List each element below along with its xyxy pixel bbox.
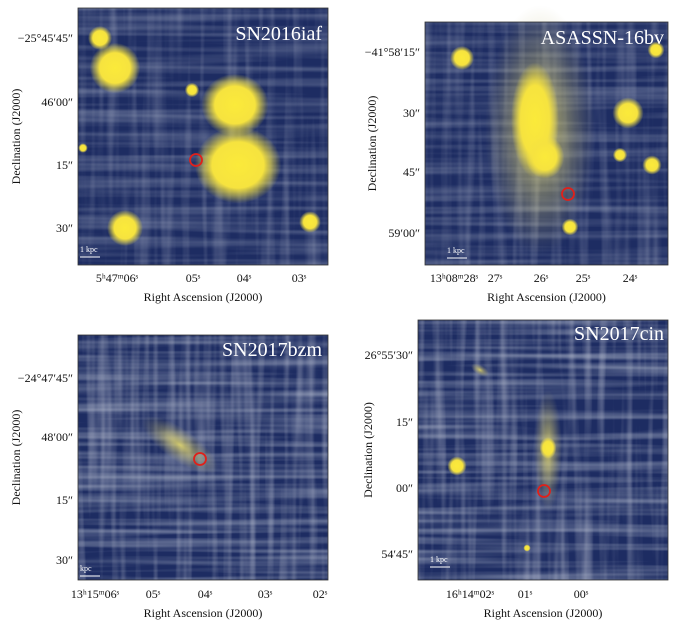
source (88, 26, 112, 50)
source (612, 97, 644, 129)
source (647, 41, 665, 59)
y-tick-label: 45″ (403, 165, 420, 179)
y-tick-label: 59′00″ (388, 226, 420, 240)
x-tick-label: 05ˢ (186, 271, 201, 285)
y-tick-label: −41°58′15″ (365, 45, 420, 59)
sn-marker (193, 452, 207, 466)
galaxy-glow (142, 416, 218, 474)
source (523, 544, 531, 552)
x-tick-label: 02ˢ (313, 587, 328, 601)
y-tick-label: 26°55′30″ (365, 348, 413, 362)
source (89, 42, 141, 94)
y-tick-label: 54′45″ (381, 547, 413, 561)
x-tick-label: 04ˢ (237, 271, 252, 285)
y-tick-label: 00″ (396, 481, 413, 495)
source (561, 218, 579, 236)
source (184, 82, 200, 98)
x-axis-label: Right Ascension (J2000) (144, 290, 263, 304)
source (78, 143, 88, 153)
y-tick-label: 30″ (403, 106, 420, 120)
scale-label: 1 kpc (447, 246, 465, 255)
y-tick-label: 30″ (56, 553, 73, 567)
source (612, 147, 628, 163)
y-axis-label: Declination (J2000) (9, 89, 23, 185)
image-frame (417, 319, 669, 581)
panel-title: ASASSN-16bv (541, 27, 664, 49)
x-tick-label: 13ʰ15ᵐ06ˢ (71, 587, 120, 601)
sn-marker (561, 187, 575, 201)
source (107, 210, 143, 246)
panel-title: SN2017cin (574, 323, 664, 345)
x-tick-label: 27ˢ (488, 271, 503, 285)
x-tick-label: 03ˢ (258, 587, 273, 601)
source (299, 211, 321, 233)
source (447, 456, 467, 476)
y-tick-label: 48′00″ (41, 430, 73, 444)
x-axis-label: Right Ascension (J2000) (144, 606, 263, 620)
source (539, 437, 557, 459)
source (450, 46, 474, 70)
image-frame (77, 7, 329, 266)
scale-label: 1 kpc (80, 245, 98, 254)
x-tick-label: 05ˢ (146, 587, 161, 601)
y-tick-label: 15″ (56, 158, 73, 172)
y-axis-label: Declination (J2000) (9, 410, 23, 506)
x-axis-label: Right Ascension (J2000) (487, 290, 606, 304)
x-tick-label: 24ˢ (623, 271, 638, 285)
image-frame (77, 334, 329, 581)
source (194, 126, 282, 204)
scale-label: kpc (80, 564, 92, 573)
panel-title: SN2017bzm (222, 339, 322, 361)
image-frame (424, 21, 669, 266)
galaxy-glow (470, 363, 490, 377)
x-tick-label: 13ʰ08ᵐ28ˢ (430, 271, 479, 285)
y-axis-label: Declination (J2000) (365, 96, 379, 192)
x-tick-label: 16ʰ14ᵐ02ˢ (446, 587, 495, 601)
x-tick-label: 04ˢ (198, 587, 213, 601)
y-axis-label: Declination (J2000) (361, 402, 375, 498)
y-tick-label: 15″ (56, 493, 73, 507)
y-tick-label: −25°45′45″ (18, 31, 73, 45)
y-tick-label: −24°47′45″ (18, 371, 73, 385)
panel: SN2016iaf 1 kpc −25°45′45″ 46′00″ 15″ 30″ 5ʰ47… (9, 7, 329, 304)
source (525, 135, 565, 179)
panel: ASASSN-16bv 1 kpc −41°58′15″ 30″ 45″ 59′00″ 13… (365, 5, 669, 304)
y-tick-label: 46′00″ (41, 95, 73, 109)
panel-title: SN2016iaf (235, 23, 322, 45)
x-tick-label: 5ʰ47ᵐ06ˢ (96, 271, 139, 285)
panel: SN2017bzm kpc −24°47′45″ 48′00″ 15″ 30″ 13ʰ15ᵐ… (9, 334, 329, 620)
x-tick-label: 00ˢ (574, 587, 589, 601)
x-tick-label: 01ˢ (518, 587, 533, 601)
sn-marker (537, 484, 551, 498)
x-tick-label: 25ˢ (576, 271, 591, 285)
y-tick-label: 15″ (396, 415, 413, 429)
x-tick-label: 03ˢ (292, 271, 307, 285)
source (201, 73, 269, 137)
panel: SN2017cin 1 kpc 26°55′30″ 15″ 00″ 54′45″ 16ʰ14… (361, 319, 669, 620)
x-tick-label: 26ˢ (534, 271, 549, 285)
source (642, 155, 662, 175)
y-tick-label: 30″ (56, 221, 73, 235)
x-axis-label: Right Ascension (J2000) (484, 606, 603, 620)
sn-marker (189, 153, 203, 167)
scale-label: 1 kpc (430, 555, 448, 564)
